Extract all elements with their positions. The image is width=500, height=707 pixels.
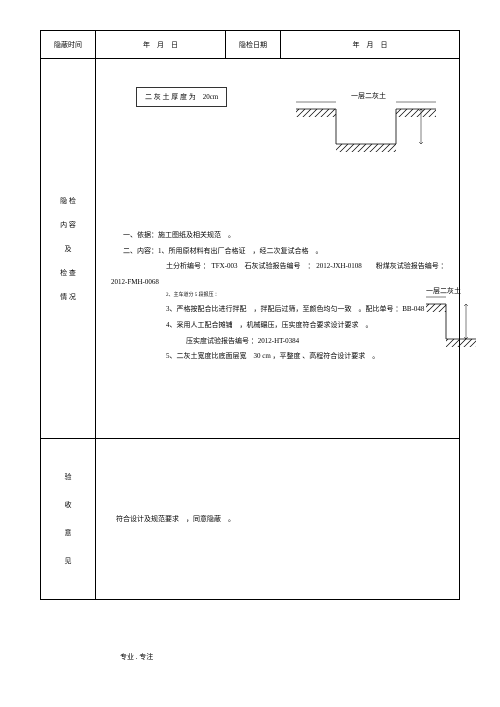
inspection-text: 一、依据：施工图纸及相关规范 。 二、内容：1、所用原材料有出厂合格证 ，经二次… bbox=[111, 229, 449, 366]
thickness-note-box: 二 灰 土 厚 度 为 20cm bbox=[136, 87, 227, 107]
side-l2: 内 容 bbox=[60, 220, 76, 230]
content-line-6: 5、二灰土宽度比底面层宽 30 cm ，平整度 、高程符合设计要求 。 bbox=[111, 350, 449, 363]
acceptance-opinion: 符合设计及规范要求 ，同意隐蔽 。 bbox=[96, 439, 459, 599]
content-line-5: 压实度试验报告编号 ：2012-HT-0384 bbox=[111, 335, 449, 348]
layer-label-1: 一层二灰土 bbox=[351, 91, 386, 101]
content-line-3: 3、严格按配合比进行拌配 ，拌配后过筛，至颜色均匀一致 。配比单号 ：BB-04… bbox=[111, 303, 449, 316]
cross-section-diagram-1: 一层二灰土 bbox=[296, 94, 436, 154]
side-l5: 情 况 bbox=[60, 292, 76, 302]
footer-text: 专业 . 专注 bbox=[120, 652, 153, 662]
acceptance-side-label: 验 收 意 见 bbox=[41, 439, 96, 599]
bside-l2: 收 bbox=[65, 500, 72, 510]
side-l3: 及 bbox=[65, 244, 72, 254]
side-l1: 隐 检 bbox=[60, 196, 76, 206]
content-line-4: 4、采用人工配合摊铺 ，机械碾压，压实度符合要求设计要求 。 bbox=[111, 319, 449, 332]
content-tiny: 2、主车道分 5 段报压 ： bbox=[111, 291, 449, 300]
bside-l1: 验 bbox=[65, 472, 72, 482]
form-frame: 隐蔽时间 年 月 日 隐检日期 年 月 日 隐 检 内 容 及 检 查 情 况 … bbox=[40, 30, 460, 600]
check-date-value: 年 月 日 bbox=[281, 31, 459, 58]
header-row: 隐蔽时间 年 月 日 隐检日期 年 月 日 bbox=[41, 31, 459, 59]
side-l4: 检 查 bbox=[60, 268, 76, 278]
content-line-2a: 2012-FMH-0068 bbox=[111, 276, 449, 289]
bside-l3: 意 bbox=[65, 528, 72, 538]
bside-l4: 见 bbox=[65, 556, 72, 566]
content-area: 二 灰 土 厚 度 为 20cm 一层二灰土 bbox=[96, 59, 459, 438]
check-date-label: 隐检日期 bbox=[226, 31, 281, 58]
content-line-2: 土分析编号 ： TFX-003 石灰试验报告编号 ： 2012-JXH-0108… bbox=[111, 260, 449, 273]
inspection-side-label: 隐 检 内 容 及 检 查 情 况 bbox=[41, 59, 96, 438]
hide-time-label: 隐蔽时间 bbox=[41, 31, 96, 58]
basis-line: 一、依据：施工图纸及相关规范 。 bbox=[111, 229, 449, 242]
hide-time-value: 年 月 日 bbox=[96, 31, 226, 58]
section-svg-1 bbox=[296, 94, 436, 159]
acceptance-section: 验 收 意 见 符合设计及规范要求 ，同意隐蔽 。 bbox=[41, 439, 459, 599]
content-line-1: 二、内容：1、所用原材料有出厂合格证 ，经二次复试合格 。 bbox=[111, 245, 449, 258]
main-section: 隐 检 内 容 及 检 查 情 况 二 灰 土 厚 度 为 20cm 一层二灰土 bbox=[41, 59, 459, 439]
